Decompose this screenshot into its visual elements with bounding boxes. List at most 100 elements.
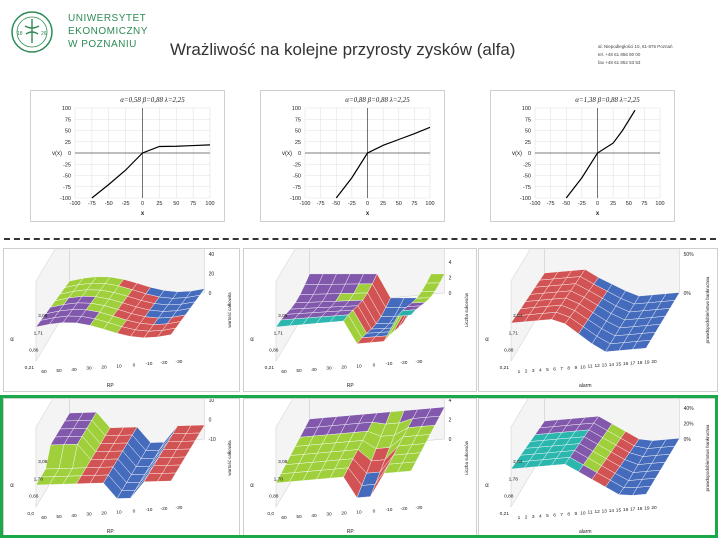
surface-chart-total-value-top-svg: 806040200wartość całkowita6050403020100-… [10,249,232,389]
x-tick-label: 100 [205,201,214,207]
x-tick-label: -20 [161,506,168,512]
x-tick-label: 8 [567,365,570,371]
y-axis-label: α [250,337,254,343]
surface-chart-total-value-top: 806040200wartość całkowita6050403020100-… [3,248,240,392]
x-tick-label: -10 [146,507,153,513]
x-tick-label: 0 [596,201,599,207]
x-tick-label: -75 [317,201,325,207]
y-tick-label: 3,08 [38,459,48,465]
x-axis-label: x [366,211,370,217]
x-tick-label: 30 [326,512,332,518]
x-tick-label: -75 [547,201,555,207]
x-tick-label: 100 [655,201,664,207]
x-tick-label: -25 [578,201,586,207]
x-tick-label: 10 [116,509,122,515]
x-tick-label: -50 [562,201,570,207]
z-axis-label: prawdopodobieństwo bankructwa [705,424,710,491]
x-tick-label: 50 [56,368,62,374]
university-logo: 18 26 UNIWERSYTET EKONOMICZNY W POZNANIU [10,8,147,58]
y-tick-label: 0,88 [504,348,514,354]
value-function-chart-1-svg: α=0,58 β=0,88 λ=2,25 100 75 50 25 0 -25 -50 -75 -… [52,96,215,217]
z-axis-label: wartość całkowita [227,440,232,476]
z-tick-label: 0 [209,418,212,424]
y-tick-label: 50 [65,129,71,135]
x-tick-label: 2 [525,514,528,520]
x-tick-label: 1 [518,515,521,521]
y-tick-label: 0,0 [267,511,274,517]
z-tick-label: 40% [684,406,695,412]
x-tick-label: 3 [532,368,535,374]
surface-chart-bankruptcy-bottom: 100%80%60%40%20%0%prawdopodobieństwo ban… [478,398,718,538]
surface-patch [397,461,417,473]
y-tick-label: 1,71 [509,330,519,336]
x-tick-label: -50 [105,201,113,207]
x-tick-label: -20 [161,360,168,366]
y-tick-label: 0,86 [269,348,279,354]
x-tick-label: 50 [173,201,179,207]
z-tick-label: 4 [449,399,452,404]
x-tick-label: -100 [529,201,540,207]
x-axis-label: alarm [579,383,592,389]
x-tick-label: -20 [401,360,408,366]
x-tick-label: -30 [176,359,183,365]
y-axis-label: α [485,483,489,489]
page-title: Wrażliwość na kolejne przyrosty zysków (… [170,40,516,59]
x-tick-label: 2 [525,368,528,374]
x-tick-label: 19 [644,506,650,512]
surface-patch [632,485,652,496]
highlight-frame [0,395,718,538]
y-tick-label: 0 [298,151,301,157]
surface-chart-successes-bottom-svg: 86420Liczba sukcesów6050403020100-10-20-… [250,399,469,535]
x-tick-label: 100 [425,201,434,207]
y-tick-label: 0,86 [29,348,39,354]
z-tick-label: 20 [209,272,215,278]
surface-chart-bankruptcy-top-svg: 100%50%0%prawdopodobieństwo bankructwa12… [485,249,710,389]
surface-chart-bankruptcy-bottom-svg: 100%80%60%40%20%0%prawdopodobieństwo ban… [485,399,710,535]
y-tick-label: 50 [295,129,301,135]
x-tick-label: 50 [396,201,402,207]
x-tick-label: 50 [296,514,302,520]
x-tick-label: -30 [416,505,423,511]
x-tick-label: 0 [373,508,376,514]
surface-patch [632,340,652,350]
x-tick-label: -75 [88,201,96,207]
x-tick-label: 75 [641,201,647,207]
x-tick-label: 25 [380,201,386,207]
x-tick-label: 6 [553,366,556,372]
value-function-line [565,109,636,199]
logo-line-1: UNIWERSYTET [68,13,147,24]
y-tick-label: 0,21 [500,365,510,371]
y-tick-label: -75 [63,185,71,191]
x-tick-label: 17 [630,507,636,513]
y-axis-label: v(x) [512,151,522,157]
value-function-chart-1: α=0,58 β=0,88 λ=2,25 100 75 50 25 0 -25 -50 -75 -… [30,90,225,222]
x-tick-label: -100 [299,201,310,207]
x-tick-label: 40 [311,367,317,373]
x-tick-label: 11 [588,510,593,516]
value-function-chart-2: α=0,88 β=0,88 λ=2,25 100 75 50 25 0 -25 -50 -75 -… [260,90,445,222]
x-tick-label: 60 [41,515,47,521]
x-tick-label: 9 [575,365,578,371]
y-tick-label: 0 [68,151,71,157]
x-tick-label: 13 [602,363,608,369]
surface-patch [397,309,417,317]
y-tick-label: 3,08 [278,313,288,319]
y-tick-label: -50 [523,174,531,180]
university-seal-icon: 18 26 [11,11,53,53]
value-function-chart-3: α=1,38 β=0,88 λ=2,25 100 75 50 25 0 -25 -50 -75 -… [490,90,675,222]
x-tick-label: 5 [546,513,549,519]
x-tick-label: 0 [373,362,376,368]
z-tick-label: 0% [684,291,692,297]
y-tick-label: 25 [525,140,531,146]
y-tick-label: 0,21 [500,511,510,517]
x-tick-label: 30 [326,366,332,372]
x-tick-label: 10 [356,363,362,369]
y-tick-label: 100 [522,106,531,112]
value-function-chart-3-svg: α=1,38 β=0,88 λ=2,25 100 75 50 25 0 -25 -50 -75 -… [512,96,665,217]
y-tick-label: -75 [293,185,301,191]
x-tick-label: 7 [560,366,563,372]
x-tick-label: 30 [86,512,92,518]
chart-title: α=1,38 β=0,88 λ=2,25 [575,96,640,104]
y-tick-label: 1,71 [274,330,284,336]
